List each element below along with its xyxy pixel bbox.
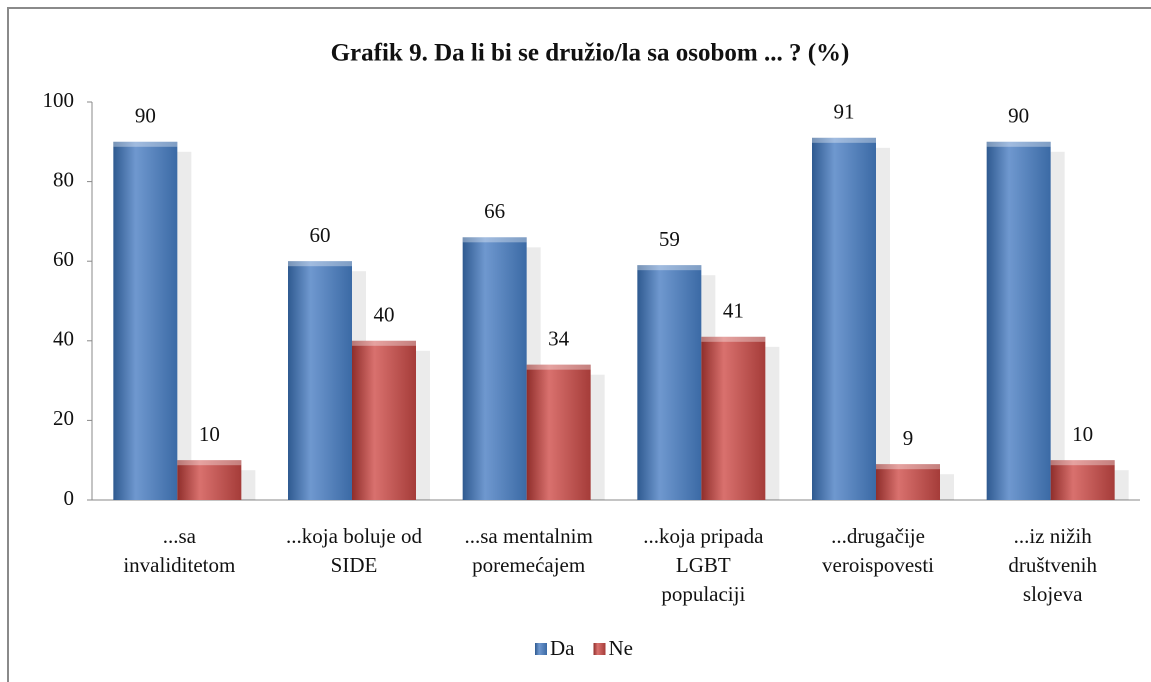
x-tick-label: populaciji bbox=[661, 582, 745, 606]
bar-cap bbox=[637, 265, 702, 271]
value-label: 41 bbox=[723, 299, 744, 323]
bar bbox=[288, 261, 352, 500]
bar bbox=[812, 137, 876, 500]
bar bbox=[113, 141, 178, 501]
y-tick-label: 20 bbox=[53, 406, 74, 430]
value-label: 40 bbox=[374, 303, 395, 327]
bar-cap bbox=[462, 237, 527, 243]
bar-cap bbox=[288, 261, 352, 267]
legend-swatch bbox=[593, 643, 606, 655]
bar-cap bbox=[526, 364, 591, 370]
bar bbox=[986, 141, 1051, 501]
y-tick-label: 80 bbox=[53, 167, 74, 191]
value-label: 60 bbox=[310, 223, 331, 247]
chart-title: Grafik 9. Da li bi se družio/la sa osobo… bbox=[331, 40, 850, 67]
value-label: 10 bbox=[199, 422, 220, 446]
bar bbox=[701, 336, 766, 500]
frame bbox=[7, 7, 1151, 682]
bar-cap bbox=[701, 336, 766, 342]
x-tick-label: ...koja boluje od bbox=[286, 524, 422, 548]
x-tick-label: veroispovesti bbox=[822, 553, 934, 577]
x-tick-label: invaliditetom bbox=[123, 553, 235, 577]
bar-cap bbox=[113, 141, 178, 147]
value-label: 90 bbox=[135, 104, 156, 128]
legend-swatch bbox=[535, 643, 547, 655]
bar bbox=[462, 237, 527, 500]
bar-cap bbox=[876, 464, 940, 470]
value-label: 10 bbox=[1072, 422, 1093, 446]
value-label: 91 bbox=[834, 100, 855, 124]
y-tick-label: 60 bbox=[53, 247, 74, 271]
x-tick-label: društvenih bbox=[1008, 553, 1097, 577]
x-tick-label: slojeva bbox=[1023, 582, 1083, 606]
bar-cap bbox=[1050, 460, 1115, 466]
legend-label: Ne bbox=[609, 636, 634, 660]
legend-label: Da bbox=[550, 636, 575, 660]
x-tick-label: ...sa bbox=[163, 524, 197, 548]
value-label: 9 bbox=[903, 426, 914, 450]
bar bbox=[1050, 460, 1115, 500]
x-tick-label: SIDE bbox=[331, 553, 378, 577]
bar bbox=[637, 265, 702, 500]
bar-cap bbox=[352, 340, 416, 346]
bar bbox=[876, 464, 940, 500]
y-tick-label: 100 bbox=[43, 88, 75, 112]
x-tick-label: poremećajem bbox=[472, 553, 585, 577]
y-tick-label: 40 bbox=[53, 327, 74, 351]
value-label: 59 bbox=[659, 227, 680, 251]
x-tick-label: ...iz nižih bbox=[1014, 524, 1093, 548]
value-label: 66 bbox=[484, 199, 505, 223]
bar-cap bbox=[177, 460, 242, 466]
bar bbox=[177, 460, 242, 500]
bar-cap bbox=[812, 137, 876, 143]
x-tick-label: ...drugačije bbox=[831, 524, 925, 548]
y-tick-label: 0 bbox=[64, 486, 75, 510]
x-tick-label: ...sa mentalnim bbox=[465, 524, 593, 548]
value-label: 34 bbox=[548, 326, 570, 350]
x-tick-label: LGBT bbox=[676, 553, 731, 577]
x-tick-label: ...koja pripada bbox=[643, 524, 764, 548]
value-label: 90 bbox=[1008, 104, 1029, 128]
bar bbox=[352, 340, 416, 500]
bar bbox=[526, 364, 591, 500]
bar-cap bbox=[986, 141, 1051, 147]
